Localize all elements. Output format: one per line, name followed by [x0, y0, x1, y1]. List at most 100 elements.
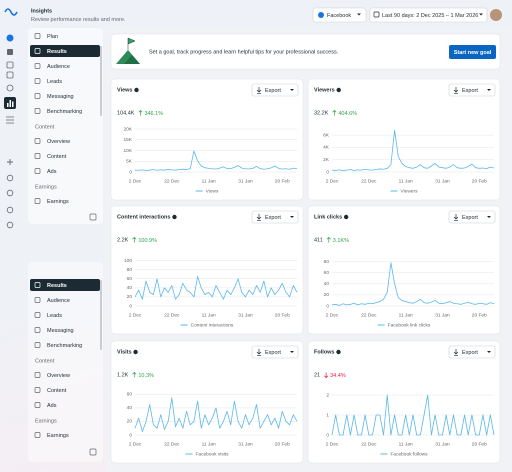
x-tick-label: 11 Jan	[202, 441, 216, 447]
nav-item-icon	[34, 63, 41, 69]
nav-item-selected[interactable]	[30, 45, 100, 57]
rail-icon[interactable]	[6, 71, 14, 79]
x-tick-label: 20 Feb	[275, 178, 290, 184]
rail-icon[interactable]	[6, 34, 14, 42]
export-label[interactable]: Export	[265, 350, 281, 356]
rail-icon[interactable]	[6, 116, 14, 124]
x-tick-label: 11 Jan	[399, 441, 413, 447]
nav-item[interactable]: Audience	[47, 64, 70, 70]
metric-value: 1.2K	[117, 372, 129, 378]
rail-icon[interactable]	[7, 49, 13, 55]
rail-icon[interactable]	[6, 206, 14, 214]
metric-value: 411	[314, 237, 323, 243]
export-button[interactable]	[251, 83, 299, 97]
nav-menu: Plan Results Audience Leads Messaging Benchma…	[30, 33, 100, 205]
export-label[interactable]: Export	[462, 215, 478, 221]
legend-label: Facebook visits	[195, 451, 229, 457]
change-arrow	[132, 371, 137, 378]
caret	[487, 351, 491, 353]
nav-section-header: Earnings	[35, 184, 57, 190]
nav-item-selected[interactable]	[30, 279, 100, 291]
legend-label: Viewers	[401, 188, 419, 194]
rail-icon[interactable]	[6, 221, 14, 229]
nav-menu-copy: Results Audience Leads Messaging Benchmarkin…	[30, 279, 100, 439]
legend-label: Content interactions	[191, 322, 234, 328]
export-button[interactable]	[251, 210, 299, 224]
metric-change: 404.6%	[338, 111, 357, 117]
collapse-icon[interactable]	[89, 448, 97, 456]
card-title: Viewers	[314, 87, 335, 93]
x-tick-label: 31 Jan	[238, 178, 253, 184]
nav-item[interactable]: Earnings	[47, 199, 69, 205]
start-goal-label[interactable]: Start new goal	[454, 50, 492, 56]
nav-item[interactable]: Benchmarking	[47, 109, 82, 115]
nav-item[interactable]: Messaging	[47, 328, 74, 334]
nav-item[interactable]: Overview	[47, 373, 70, 379]
rail-icon[interactable]	[6, 61, 14, 69]
nav-section-header: Content	[35, 124, 55, 130]
dropdown-box[interactable]	[369, 7, 488, 23]
nav-item[interactable]: Ads	[47, 169, 57, 175]
rail-icon[interactable]	[6, 174, 14, 182]
y-tick-label: 40	[127, 285, 133, 291]
collapse-icon[interactable]	[89, 213, 97, 221]
y-tick-label: 100	[124, 258, 132, 264]
start-goal-button[interactable]	[449, 45, 496, 59]
dropdown-box[interactable]	[312, 7, 367, 23]
x-tick-label: 20 Feb	[472, 312, 487, 318]
nav-item[interactable]: Audience	[47, 298, 70, 304]
change-arrow	[332, 109, 337, 116]
x-tick-label: 22 Dec	[361, 441, 377, 447]
nav-item[interactable]: Plan	[47, 34, 58, 40]
y-tick-label: 0	[326, 303, 329, 309]
nav-item[interactable]: Leads	[47, 79, 62, 85]
x-tick-label: 2 Dec	[326, 178, 339, 184]
export-label[interactable]: Export	[265, 88, 281, 94]
nav-item-icon	[34, 282, 41, 288]
date-dropdown[interactable]: Last 90 days: 2 Dec 2025 – 1 Mar 2026	[369, 7, 488, 23]
x-tick-label: 31 Jan	[435, 178, 450, 184]
avatar[interactable]	[490, 9, 502, 21]
date-range-label[interactable]: Last 90 days: 2 Dec 2025 – 1 Mar 2026	[382, 13, 478, 19]
platform-label[interactable]: Facebook	[327, 13, 351, 19]
export-label[interactable]: Export	[462, 88, 478, 94]
export-button[interactable]	[448, 210, 496, 224]
page-subtitle: Review performance results and more.	[31, 17, 126, 23]
nav-panel	[28, 28, 103, 224]
info-icon	[172, 214, 177, 220]
x-tick-label: 20 Feb	[472, 441, 487, 447]
export-button[interactable]	[251, 345, 299, 359]
export-label[interactable]: Export	[462, 350, 478, 356]
nav-item[interactable]: Earnings	[47, 433, 69, 439]
x-tick-label: 11 Jan	[399, 178, 413, 184]
caret	[290, 89, 294, 91]
nav-item[interactable]: Leads	[47, 313, 62, 319]
rail-icon[interactable]	[7, 159, 13, 165]
rail-icon[interactable]	[6, 189, 14, 197]
nav-item[interactable]: Messaging	[47, 94, 74, 100]
banner-card	[110, 33, 501, 70]
nav-item[interactable]: Ads	[47, 403, 57, 409]
nav-item-icon	[34, 153, 41, 159]
nav-item-icon	[34, 108, 41, 114]
export-button[interactable]	[448, 345, 496, 359]
insight-card: Viewers Export 32.2K 404.6% 0 2K 4K 6K 2 Dec 22 D…	[307, 78, 501, 201]
x-tick-label: 22 Dec	[361, 312, 377, 318]
left-rail	[4, 8, 18, 229]
export-button[interactable]	[448, 83, 496, 97]
platform-dropdown[interactable]: Facebook	[312, 7, 367, 23]
nav-item[interactable]: Results	[47, 283, 67, 289]
nav-item-icon	[34, 387, 41, 393]
nav-item[interactable]: Content	[47, 154, 67, 160]
nav-item[interactable]: Overview	[47, 139, 70, 145]
rail-icon[interactable]	[6, 84, 14, 92]
x-tick-label: 31 Jan	[435, 312, 450, 318]
nav-section-header: Content	[35, 358, 55, 364]
info-icon	[343, 214, 349, 220]
nav-item[interactable]: Content	[47, 388, 67, 394]
nav-item[interactable]: Results	[47, 49, 67, 55]
nav-item[interactable]: Benchmarking	[47, 343, 82, 349]
export-label[interactable]: Export	[265, 215, 281, 221]
insight-cards: Views Export 104.4K 346.1% 0 5K 10K 15K 20K 2 Dec…	[110, 78, 501, 464]
